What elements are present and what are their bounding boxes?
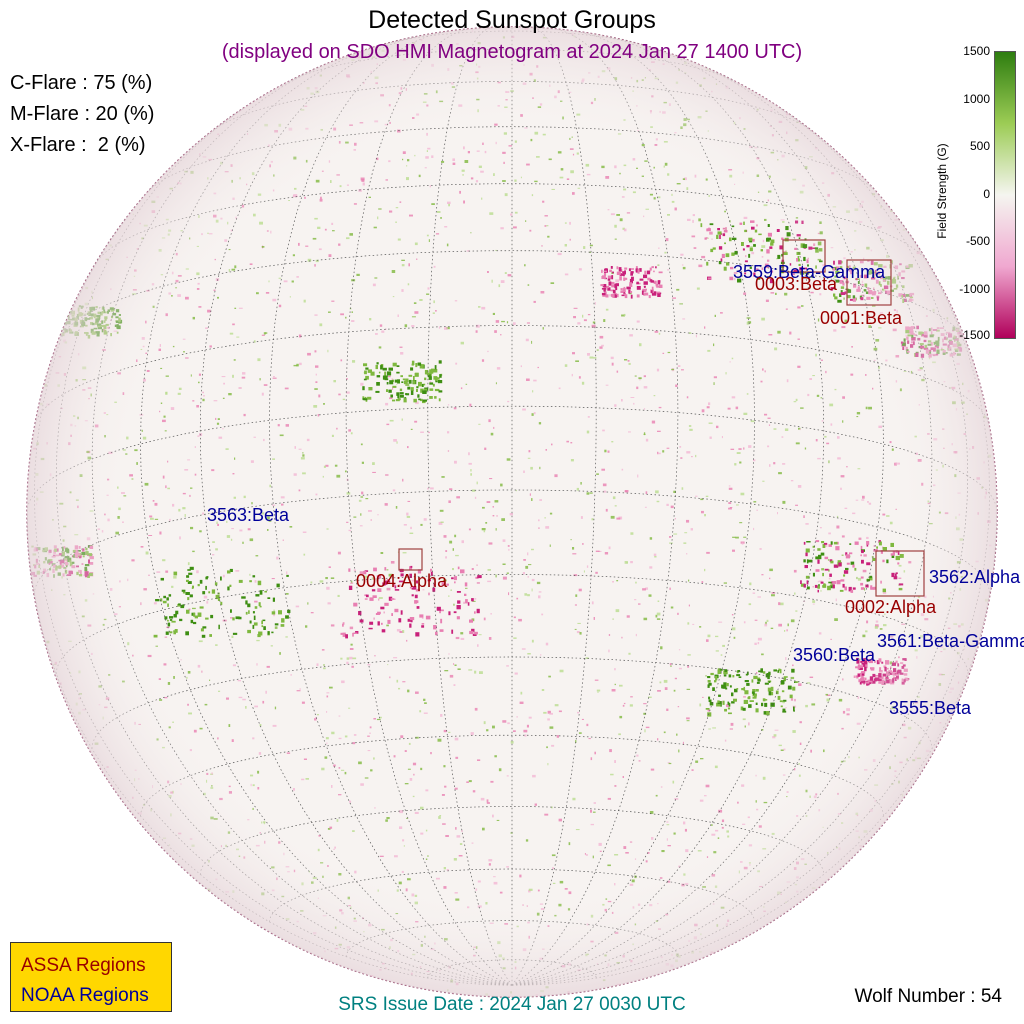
colorbar-tick: -500 [965, 234, 990, 248]
legend-assa: ASSA Regions [21, 955, 146, 976]
region-box-0004 [398, 548, 423, 571]
region-box-0001 [846, 259, 892, 306]
colorbar: Field Strength (G) 1500 1000 500 0 -500 … [930, 44, 1024, 344]
region-legend: ASSA Regions NOAA Regions [10, 942, 172, 1012]
noaa-region-3555: 3555:Beta [889, 698, 972, 718]
assa-region-0002: 0002:Alpha [845, 597, 937, 617]
colorbar-tick: -1000 [959, 282, 990, 296]
colorbar-tick: -1500 [959, 328, 990, 342]
assa-region-0003: 0003:Beta [755, 274, 838, 294]
legend-noaa: NOAA Regions [21, 985, 149, 1006]
assa-region-0004: 0004:Alpha [356, 571, 448, 591]
wolf-number: Wolf Number : 54 [854, 986, 1002, 1007]
colorbar-tick: 0 [983, 187, 990, 201]
colorbar-tick: 1000 [963, 92, 990, 106]
colorbar-gradient [994, 51, 1016, 339]
noaa-region-3563: 3563:Beta [207, 505, 290, 525]
srs-issue-date: SRS Issue Date : 2024 Jan 27 0030 UTC [338, 994, 686, 1015]
chart-subtitle: (displayed on SDO HMI Magnetogram at 202… [221, 41, 803, 63]
chart-title: Detected Sunspot Groups [368, 6, 656, 34]
assa-region-0001: 0001:Beta [820, 308, 903, 328]
colorbar-tick: 1500 [963, 44, 990, 58]
noaa-region-3560: 3560:Beta [793, 645, 876, 665]
x-flare-probability: X-Flare : 2 (%) [10, 134, 146, 156]
m-flare-probability: M-Flare : 20 (%) [10, 103, 155, 125]
colorbar-label: Field Strength (G) [935, 143, 949, 239]
noaa-region-3559: 3559:Beta-Gamma [733, 262, 886, 282]
colorbar-tick: 500 [969, 139, 990, 153]
noaa-region-3561: 3561:Beta-Gamma [877, 631, 1024, 651]
region-box-0002 [875, 550, 925, 597]
region-box-0003 [782, 239, 826, 273]
c-flare-probability: C-Flare : 75 (%) [10, 72, 153, 94]
noaa-region-3562: 3562:Alpha [929, 567, 1021, 587]
